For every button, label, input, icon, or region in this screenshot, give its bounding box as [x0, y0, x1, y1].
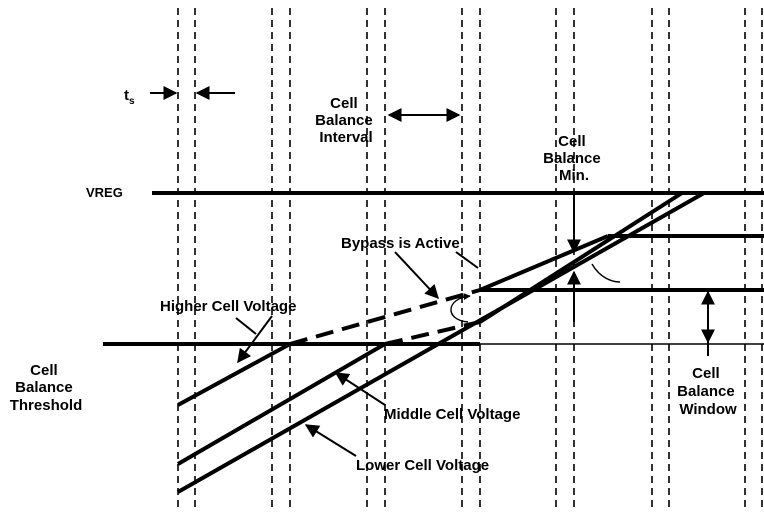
- higher-leader-arrow: [237, 315, 273, 364]
- middle-cell-voltage-line: [176, 342, 387, 466]
- higher-cell-voltage-line: [177, 342, 291, 407]
- higher-cell-voltage-recover: [479, 234, 609, 292]
- turn-indicator-right: [591, 263, 621, 283]
- higher-cell-voltage-label: Higher Cell Voltage: [160, 298, 296, 315]
- vreg-label: VREG: [86, 185, 123, 200]
- lower-cell-voltage-line: [177, 191, 705, 494]
- cell-balance-threshold-label: Cell Balance Threshold: [10, 362, 83, 414]
- cell-balance-window-label: Cell Balance Window: [677, 365, 739, 418]
- lower-leader-arrow: [304, 424, 357, 457]
- bypass-arrow-right: [455, 251, 479, 269]
- ts-label: ts: [124, 87, 135, 107]
- middle-leader-arrow: [334, 372, 386, 406]
- turn-indicator-left: [450, 293, 471, 323]
- bypass-arrow-left: [394, 251, 439, 300]
- cell-balance-min-label: Cell Balance Min.: [543, 133, 605, 184]
- bypass-active-line: [289, 288, 481, 346]
- middle-bypass-line: [384, 320, 481, 346]
- higher-leader: [235, 317, 257, 335]
- bypass-active-label: Bypass is Active: [341, 235, 460, 252]
- timing-gridlines: [177, 8, 763, 512]
- middle-cell-voltage-label: Middle Cell Voltage: [384, 406, 520, 423]
- cell-balance-interval-label: Cell Balance Interval: [315, 95, 377, 146]
- lower-cell-voltage-label: Lower Cell Voltage: [356, 457, 489, 474]
